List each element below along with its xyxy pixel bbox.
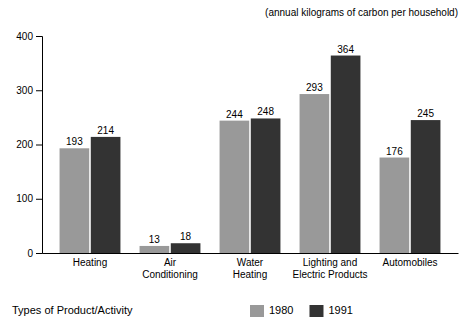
x-tick-label-line: Heating xyxy=(233,269,267,280)
x-tick: AirConditioning xyxy=(142,257,198,280)
x-axis-title: Types of Product/Activity xyxy=(12,304,133,316)
y-tick: 200 xyxy=(16,139,42,150)
bar xyxy=(220,121,250,253)
bar xyxy=(411,120,441,253)
bar xyxy=(171,243,201,253)
data-label: 214 xyxy=(97,125,114,136)
y-axis: 0 100 200 300 400 xyxy=(16,31,42,259)
legend: 1980 1991 xyxy=(250,304,353,317)
y-tick-label: 0 xyxy=(27,248,33,259)
x-tick: Heating xyxy=(73,257,107,268)
y-tick: 0 xyxy=(27,248,42,259)
x-tick-label-line: Lighting and xyxy=(303,257,358,268)
y-tick-label: 200 xyxy=(16,139,33,150)
plot: 0 100 200 300 400 Heating AirConditioning Water… xyxy=(16,31,458,280)
x-tick-label-line: Air xyxy=(164,257,177,268)
y-tick-label: 400 xyxy=(16,31,33,42)
y-tick: 400 xyxy=(16,31,42,42)
data-label: 293 xyxy=(306,82,323,93)
y-tick-mark xyxy=(36,36,42,37)
legend-swatch xyxy=(250,305,264,317)
data-label: 193 xyxy=(66,136,83,147)
bar xyxy=(251,118,281,253)
y-tick-mark xyxy=(36,253,42,254)
x-tick-label: Automobiles xyxy=(382,257,437,268)
x-tick: Lighting andElectric Products xyxy=(292,257,367,280)
x-axis: HeatingAirConditioningWaterHeatingLighti… xyxy=(43,254,459,280)
y-tick-label: 300 xyxy=(16,85,33,96)
annotation: (annual kilograms of carbon per househol… xyxy=(265,7,458,18)
y-tick-mark xyxy=(36,199,42,200)
y-tick: 100 xyxy=(16,193,42,204)
y-axis-line xyxy=(36,37,43,254)
y-tick-mark xyxy=(36,145,42,146)
data-label: 364 xyxy=(337,44,354,55)
data-labels: 193 13 244 293 176 214 18 248 364 245 xyxy=(66,44,434,245)
data-label: 13 xyxy=(149,234,161,245)
x-tick: Automobiles xyxy=(382,257,437,268)
legend-swatch xyxy=(309,305,323,317)
legend-item: 1980 xyxy=(250,304,293,317)
bar xyxy=(380,158,410,253)
y-tick-mark xyxy=(36,90,42,91)
x-tick-label-line: Heating xyxy=(73,257,107,268)
data-label: 248 xyxy=(257,106,274,117)
bar xyxy=(140,246,170,253)
bar xyxy=(60,148,90,253)
bar xyxy=(91,137,121,253)
x-tick-label: Lighting andElectric Products xyxy=(292,257,367,280)
chart: 0 100 200 300 400 Heating AirConditioning Water… xyxy=(0,0,472,327)
x-tick: WaterHeating xyxy=(233,257,267,280)
bar xyxy=(331,56,361,253)
x-tick-label: Heating xyxy=(73,257,107,268)
legend-label: 1980 xyxy=(269,304,293,316)
legend-label: 1991 xyxy=(328,304,352,316)
x-tick-label: AirConditioning xyxy=(142,257,198,280)
x-axis-line xyxy=(43,253,459,254)
bar xyxy=(300,94,330,253)
data-label: 245 xyxy=(417,108,434,119)
x-tick-label-line: Conditioning xyxy=(142,269,198,280)
x-tick-label-line: Automobiles xyxy=(382,257,437,268)
y-tick: 300 xyxy=(16,85,42,96)
data-label: 18 xyxy=(180,231,192,242)
data-label: 244 xyxy=(226,109,243,120)
x-tick-label-line: Electric Products xyxy=(292,269,367,280)
x-tick-label: WaterHeating xyxy=(233,257,267,280)
bars xyxy=(60,56,441,253)
legend-item: 1991 xyxy=(309,304,352,317)
x-tick-label-line: Water xyxy=(237,257,264,268)
y-tick-label: 100 xyxy=(16,193,33,204)
data-label: 176 xyxy=(386,146,403,157)
